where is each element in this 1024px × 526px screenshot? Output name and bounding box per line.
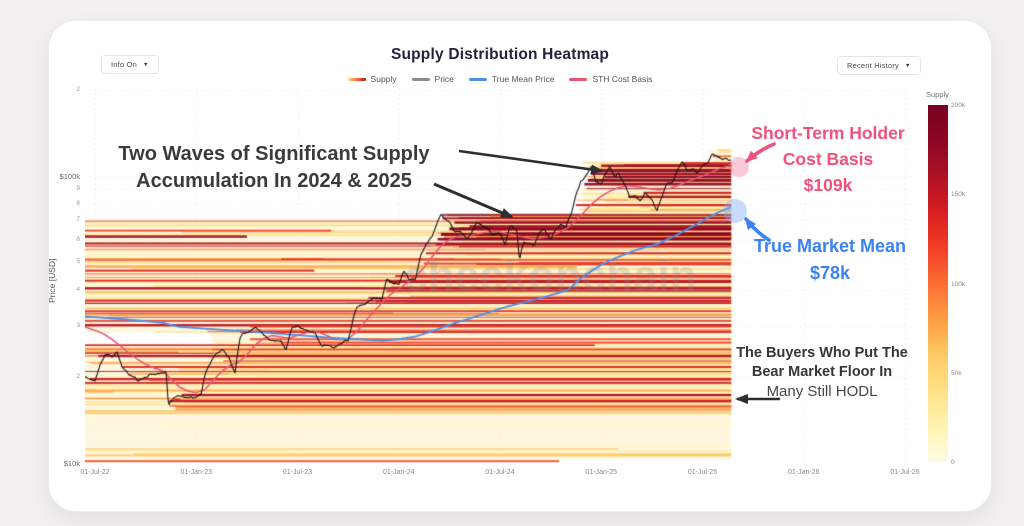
chevron-down-icon: ▼ xyxy=(904,62,911,69)
two-waves-line1: Two Waves of Significant Supply xyxy=(118,143,430,165)
x-tick-label: 01-Jul-24 xyxy=(485,469,515,476)
colorbar-tick-label: 150k xyxy=(951,191,966,199)
y-tick-label: 2 xyxy=(76,85,80,93)
y-tick-label: 4 xyxy=(76,286,80,294)
y-tick-label: 9 xyxy=(76,185,80,193)
y-tick-label: 7 xyxy=(76,216,80,224)
buyers-line3: Many Still HODL xyxy=(766,383,878,400)
page-title: Supply Distribution Heatmap xyxy=(390,46,610,63)
y-tick-label: $100k xyxy=(59,172,80,181)
buyers-line1: The Buyers Who Put The xyxy=(736,345,908,361)
y-tick-label: 5 xyxy=(76,258,80,266)
x-tick-label: 01-Jul-26 xyxy=(890,469,920,476)
y-tick-label: $10k xyxy=(63,459,80,468)
colorbar-tick-label: 0 xyxy=(951,459,955,466)
colorbar-tick-label: 200k xyxy=(951,102,966,109)
y-tick-label: 2 xyxy=(76,372,80,380)
x-tick-label: 01-Jan-24 xyxy=(382,469,415,476)
sth-line1: Short-Term Holder xyxy=(751,123,905,143)
legend-item-sth-cost-basis[interactable]: STH Cost Basis xyxy=(569,74,652,84)
legend-swatch xyxy=(569,77,588,81)
x-tick-label: 01-Jul-25 xyxy=(687,469,718,476)
info-on-dropdown-label: Info On xyxy=(111,60,137,69)
x-tick-label: 01-Jul-23 xyxy=(282,469,313,476)
legend-swatch xyxy=(411,77,430,81)
colorbar-tick-label: 50k xyxy=(951,369,962,377)
legend-item-supply[interactable]: Supply xyxy=(347,74,397,84)
recent-history-dropdown-label: Recent History xyxy=(847,61,899,70)
legend-swatch xyxy=(468,77,487,81)
legend-label: True Mean Price xyxy=(491,74,555,84)
legend-swatch xyxy=(347,77,366,81)
info-on-dropdown[interactable]: Info On ▼ xyxy=(101,55,159,74)
y-tick-label: 6 xyxy=(76,235,80,243)
x-tick-label: 01-Jan-23 xyxy=(180,469,213,476)
y-tick-label: 3 xyxy=(76,322,80,330)
legend-item-true-mean-price[interactable]: True Mean Price xyxy=(468,74,555,84)
true-mean-value: $78k xyxy=(809,263,851,283)
sth-line2: Cost Basis xyxy=(782,149,874,169)
sth-value: $109k xyxy=(803,175,853,195)
x-tick-label: 01-Jan-25 xyxy=(585,469,618,476)
colorbar-title: Supply xyxy=(926,90,949,99)
two-waves-annotation: Two Waves of Significant Supply Accumula… xyxy=(86,141,462,195)
legend: Supply Price True Mean Price STH Cost Basis xyxy=(0,74,1000,84)
two-waves-line2: Accumulation In 2024 & 2025 xyxy=(136,170,412,192)
legend-label: STH Cost Basis xyxy=(592,74,653,84)
true-mean-line1: True Market Mean xyxy=(753,236,907,256)
bear-floor-buyers-annotation: The Buyers Who Put The Bear Market Floor… xyxy=(712,344,932,401)
x-tick-label: 01-Jan-26 xyxy=(787,469,820,476)
buyers-line2: Bear Market Floor In xyxy=(751,364,893,380)
true-market-mean-annotation: True Market Mean $78k xyxy=(740,233,920,287)
legend-item-price[interactable]: Price xyxy=(411,74,454,84)
supply-colorbar xyxy=(928,105,948,462)
x-tick-label: 01-Jul-22 xyxy=(80,469,110,476)
y-tick-label: 8 xyxy=(76,199,80,207)
chevron-down-icon: ▼ xyxy=(143,61,149,68)
recent-history-dropdown[interactable]: Recent History ▼ xyxy=(837,56,921,75)
colorbar-tick-label: 100k xyxy=(951,280,966,288)
legend-label: Price xyxy=(434,74,454,84)
legend-label: Supply xyxy=(370,74,397,84)
sth-cost-basis-annotation: Short-Term Holder Cost Basis $109k xyxy=(737,120,919,198)
